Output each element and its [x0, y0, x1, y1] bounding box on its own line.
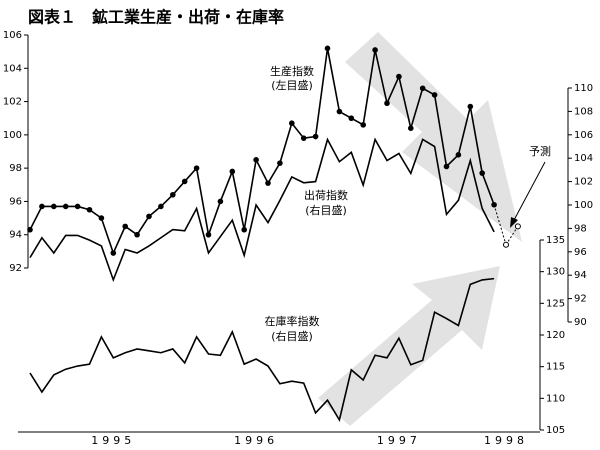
annotation: 出荷指数: [304, 188, 348, 202]
y-tick-label: 120: [546, 330, 565, 341]
y-tick-label: 98: [9, 163, 22, 174]
y-tick-label: 104: [3, 63, 22, 74]
y-tick-label: 90: [574, 317, 587, 328]
point: [51, 203, 57, 210]
point: [455, 152, 462, 158]
y-tick-label: 106: [574, 130, 593, 141]
point: [467, 103, 474, 110]
point: [372, 47, 378, 53]
point: [134, 231, 140, 238]
y-tick-label: 94: [9, 230, 22, 241]
point: [110, 250, 117, 256]
point: [479, 170, 486, 176]
annotation: 在庫率指数: [265, 314, 320, 328]
point: [181, 178, 188, 185]
point: [241, 226, 247, 233]
point: [289, 120, 295, 127]
point: [312, 133, 319, 140]
point: [229, 168, 236, 175]
y-tick-label: 94: [574, 270, 587, 281]
point: [74, 203, 81, 210]
point: [443, 163, 450, 170]
y-tick-label: 92: [9, 263, 22, 274]
y-tick-label: 102: [574, 177, 593, 188]
y-tick-label: 125: [546, 298, 565, 309]
forecast-link: [493, 204, 507, 245]
point: [300, 135, 307, 141]
forecast-point: [503, 241, 509, 248]
point: [122, 223, 128, 230]
annotation: (左目盛): [271, 78, 313, 92]
x-tick-label: 1998: [484, 434, 528, 447]
y-tick-label: 98: [574, 223, 587, 234]
y-tick-label: 110: [574, 83, 593, 94]
y-tick-label: 96: [9, 196, 22, 207]
point: [62, 203, 69, 210]
point: [27, 226, 33, 233]
point: [265, 180, 271, 186]
series-line: [29, 137, 495, 283]
point: [146, 213, 152, 220]
point: [39, 203, 45, 210]
point: [158, 203, 164, 210]
point: [98, 215, 105, 221]
y-tick-label: 104: [574, 153, 593, 164]
point: [431, 92, 438, 98]
y-tick-label: 105: [546, 425, 565, 436]
x-tick-label: 1995: [91, 434, 135, 447]
point: [193, 165, 200, 171]
y-tick-label: 96: [574, 247, 587, 258]
y-tick-label: 100: [574, 200, 593, 211]
point: [217, 198, 224, 205]
rise-arrow: [318, 266, 500, 426]
annotation: 生産指数: [270, 64, 314, 78]
y-tick-label: 106: [3, 30, 22, 41]
point: [419, 85, 426, 92]
y-tick-label: 92: [574, 294, 587, 305]
y-tick-label: 110: [546, 393, 565, 404]
y-tick-label: 115: [546, 362, 565, 373]
y-tick-label: 108: [574, 106, 593, 117]
point: [170, 191, 176, 198]
point: [253, 157, 259, 163]
point: [324, 45, 331, 52]
point: [348, 115, 355, 122]
point: [384, 100, 390, 107]
x-tick-label: 1997: [377, 434, 421, 447]
forecast-point: [514, 223, 521, 230]
pointer-head: [510, 217, 518, 228]
y-tick-label: 100: [3, 130, 22, 141]
point: [408, 125, 414, 131]
chart-title: 図表１ 鉱工業生産・出荷・在庫率: [28, 8, 284, 27]
point: [86, 206, 93, 213]
point: [205, 231, 212, 238]
y-tick-label: 135: [546, 235, 565, 246]
annotation: 予測: [529, 144, 551, 158]
series-line: [29, 277, 495, 422]
pointer: [512, 161, 546, 223]
y-tick-label: 102: [3, 97, 22, 108]
point: [360, 122, 367, 128]
series-line: [29, 48, 495, 256]
x-tick-label: 1996: [234, 434, 278, 447]
annotation: (右目盛): [271, 329, 313, 343]
annotation: (右目盛): [305, 203, 347, 217]
point: [396, 73, 402, 80]
y-tick-label: 130: [546, 267, 565, 278]
point: [277, 160, 283, 166]
point: [336, 108, 343, 115]
